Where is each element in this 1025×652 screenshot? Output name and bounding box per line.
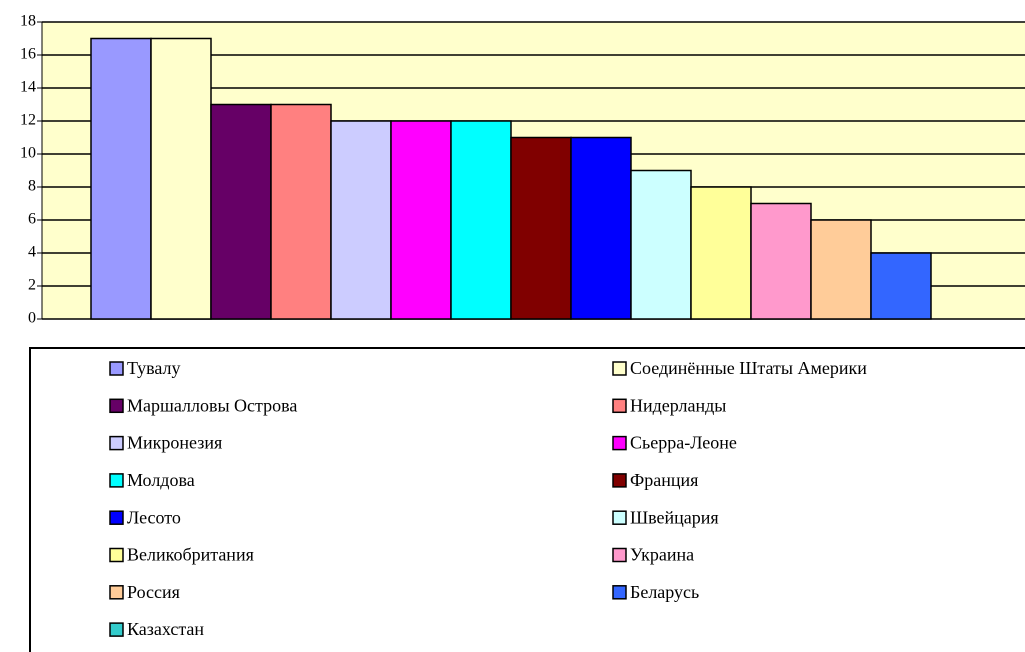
legend-label: Россия xyxy=(127,582,180,602)
legend-swatch xyxy=(109,585,124,600)
bar xyxy=(450,120,512,320)
legend-swatch xyxy=(612,398,627,414)
legend-label: Казахстан xyxy=(127,619,204,639)
legend-swatch xyxy=(109,361,124,376)
bar xyxy=(330,120,392,320)
bar xyxy=(870,252,932,320)
bar xyxy=(810,219,872,320)
bar xyxy=(90,37,152,320)
legend-swatch xyxy=(109,622,124,637)
bar xyxy=(210,103,272,320)
y-tick-label: 14 xyxy=(20,79,36,96)
y-tick-label: 0 xyxy=(28,310,36,327)
y-tick-label: 12 xyxy=(20,112,36,129)
bar xyxy=(630,169,692,320)
legend-swatch xyxy=(612,361,627,376)
bar xyxy=(510,136,572,320)
legend-label: Швейцария xyxy=(630,507,719,527)
legend-swatch xyxy=(612,547,627,563)
y-tick-label: 4 xyxy=(28,244,36,261)
legend-swatch xyxy=(109,473,124,488)
legend-swatch xyxy=(612,585,627,600)
legend-label: Украина xyxy=(630,545,694,565)
bar xyxy=(570,136,632,320)
legend-label: Франция xyxy=(630,470,698,490)
legend-swatch xyxy=(109,398,124,414)
legend-label: Молдова xyxy=(127,470,195,490)
legend-label: Лесото xyxy=(127,507,181,527)
legend-label: Беларусь xyxy=(630,582,699,602)
legend-label: Маршалловы Острова xyxy=(127,395,297,415)
y-tick-label: 8 xyxy=(28,178,36,195)
legend-swatch xyxy=(109,510,124,525)
bar xyxy=(750,202,812,320)
legend-swatch xyxy=(109,547,124,563)
bar xyxy=(390,120,452,320)
y-tick-label: 6 xyxy=(28,211,36,228)
y-tick-label: 16 xyxy=(20,46,36,63)
legend-box xyxy=(29,347,1025,652)
bar xyxy=(690,186,752,320)
bar xyxy=(150,37,212,320)
legend-swatch xyxy=(612,473,627,488)
legend-swatch xyxy=(612,435,627,451)
y-tick-label: 10 xyxy=(20,145,36,162)
legend-label: Микронезия xyxy=(127,433,222,453)
y-tick-label: 2 xyxy=(28,277,36,294)
legend-swatch xyxy=(109,435,124,451)
legend-label: Соединённые Штаты Америки xyxy=(630,358,867,378)
bar xyxy=(270,103,332,320)
legend-label: Тувалу xyxy=(127,358,181,378)
y-tick-label: 18 xyxy=(20,13,36,30)
legend-label: Сьерра-Леоне xyxy=(630,433,737,453)
legend-label: Нидерланды xyxy=(630,395,726,415)
legend-swatch xyxy=(612,510,627,525)
legend-label: Великобритания xyxy=(127,545,254,565)
